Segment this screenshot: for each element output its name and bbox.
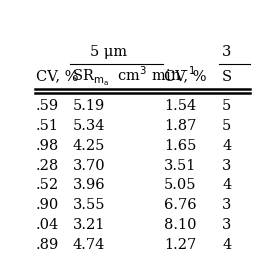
Text: S: S bbox=[222, 70, 232, 84]
Text: 5: 5 bbox=[222, 99, 232, 113]
Text: .04: .04 bbox=[36, 218, 59, 232]
Text: 4: 4 bbox=[222, 139, 232, 153]
Text: CV, %: CV, % bbox=[164, 70, 207, 84]
Text: .51: .51 bbox=[36, 119, 59, 133]
Text: .59: .59 bbox=[36, 99, 59, 113]
Text: 5: 5 bbox=[222, 119, 232, 133]
Text: 1.65: 1.65 bbox=[164, 139, 196, 153]
Text: .90: .90 bbox=[36, 198, 59, 212]
Text: .98: .98 bbox=[36, 139, 59, 153]
Text: 3: 3 bbox=[222, 198, 232, 212]
Text: 3: 3 bbox=[222, 158, 232, 173]
Text: SR$_{\mathrm{m_a}}$  cm$^{\mathrm{3}}$ min$^{\mathrm{-1}}$: SR$_{\mathrm{m_a}}$ cm$^{\mathrm{3}}$ mi… bbox=[73, 65, 196, 88]
Text: 8.10: 8.10 bbox=[164, 218, 197, 232]
Text: 3.51: 3.51 bbox=[164, 158, 196, 173]
Text: 5.34: 5.34 bbox=[73, 119, 105, 133]
Text: 3: 3 bbox=[222, 218, 232, 232]
Text: 1.54: 1.54 bbox=[164, 99, 196, 113]
Text: 3.96: 3.96 bbox=[73, 178, 105, 192]
Text: 5.19: 5.19 bbox=[73, 99, 105, 113]
Text: 4: 4 bbox=[222, 238, 232, 252]
Text: 5 μm: 5 μm bbox=[90, 45, 127, 59]
Text: 4: 4 bbox=[222, 178, 232, 192]
Text: 4.74: 4.74 bbox=[73, 238, 105, 252]
Text: .89: .89 bbox=[36, 238, 59, 252]
Text: 3.70: 3.70 bbox=[73, 158, 105, 173]
Text: CV, %: CV, % bbox=[36, 70, 78, 84]
Text: 3.21: 3.21 bbox=[73, 218, 105, 232]
Text: 1.27: 1.27 bbox=[164, 238, 196, 252]
Text: 6.76: 6.76 bbox=[164, 198, 197, 212]
Text: 3: 3 bbox=[222, 45, 232, 59]
Text: 1.87: 1.87 bbox=[164, 119, 196, 133]
Text: 5.05: 5.05 bbox=[164, 178, 197, 192]
Text: .28: .28 bbox=[36, 158, 59, 173]
Text: 3.55: 3.55 bbox=[73, 198, 105, 212]
Text: .52: .52 bbox=[36, 178, 59, 192]
Text: 4.25: 4.25 bbox=[73, 139, 105, 153]
